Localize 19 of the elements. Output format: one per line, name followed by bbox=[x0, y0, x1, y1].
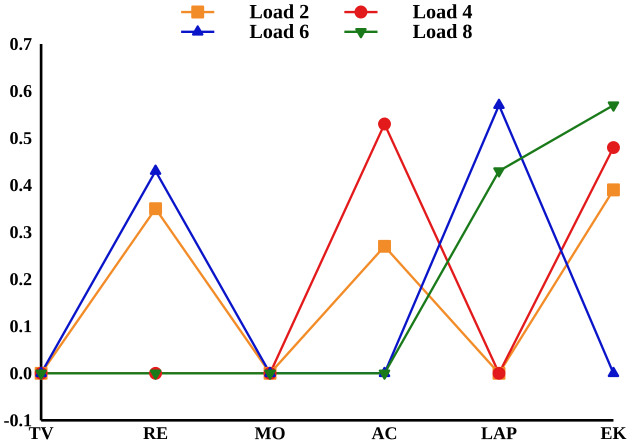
x-tick-label: AC bbox=[372, 427, 396, 440]
y-tick-label: 0.3 bbox=[10, 226, 32, 238]
y-tick-label: 0.2 bbox=[10, 273, 32, 286]
x-tick-label: RE bbox=[143, 427, 168, 440]
x-tick-label: TV bbox=[28, 427, 54, 440]
legend-label: Load 8 bbox=[412, 24, 472, 38]
legend-label: Load 2 bbox=[250, 4, 308, 18]
y-tick-label: 0.7 bbox=[10, 38, 32, 50]
legend-label: Load 6 bbox=[250, 24, 309, 38]
y-tick-label: -0.1 bbox=[4, 414, 32, 426]
x-tick-label: MO bbox=[254, 427, 285, 440]
y-tick-label: 0.0 bbox=[10, 367, 32, 380]
y-tick-label: 0.1 bbox=[10, 320, 32, 332]
x-tick-label: EK bbox=[600, 427, 626, 440]
y-tick-label: 0.4 bbox=[10, 179, 32, 192]
y-tick-label: 0.6 bbox=[10, 85, 32, 98]
legend-label: Load 4 bbox=[412, 4, 472, 18]
y-tick-label: 0.5 bbox=[10, 132, 32, 144]
x-tick-label: LAP bbox=[481, 427, 516, 440]
